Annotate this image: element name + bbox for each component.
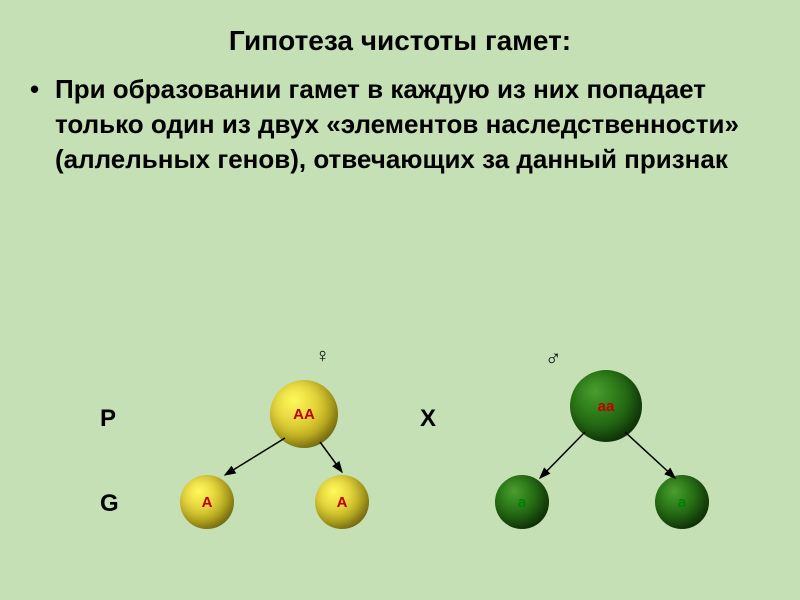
arrow-4 (625, 432, 675, 478)
arrow-2 (320, 442, 342, 472)
body-text: При образовании гамет в каждую из них по… (0, 72, 800, 177)
arrows-svg (0, 350, 800, 600)
arrow-1 (225, 438, 285, 475)
genetics-diagram: ♀ ♂ P G X АА аа А А а а (0, 350, 800, 600)
page-title: Гипотеза чистоты гамет: (0, 0, 800, 72)
arrow-3 (540, 432, 585, 478)
